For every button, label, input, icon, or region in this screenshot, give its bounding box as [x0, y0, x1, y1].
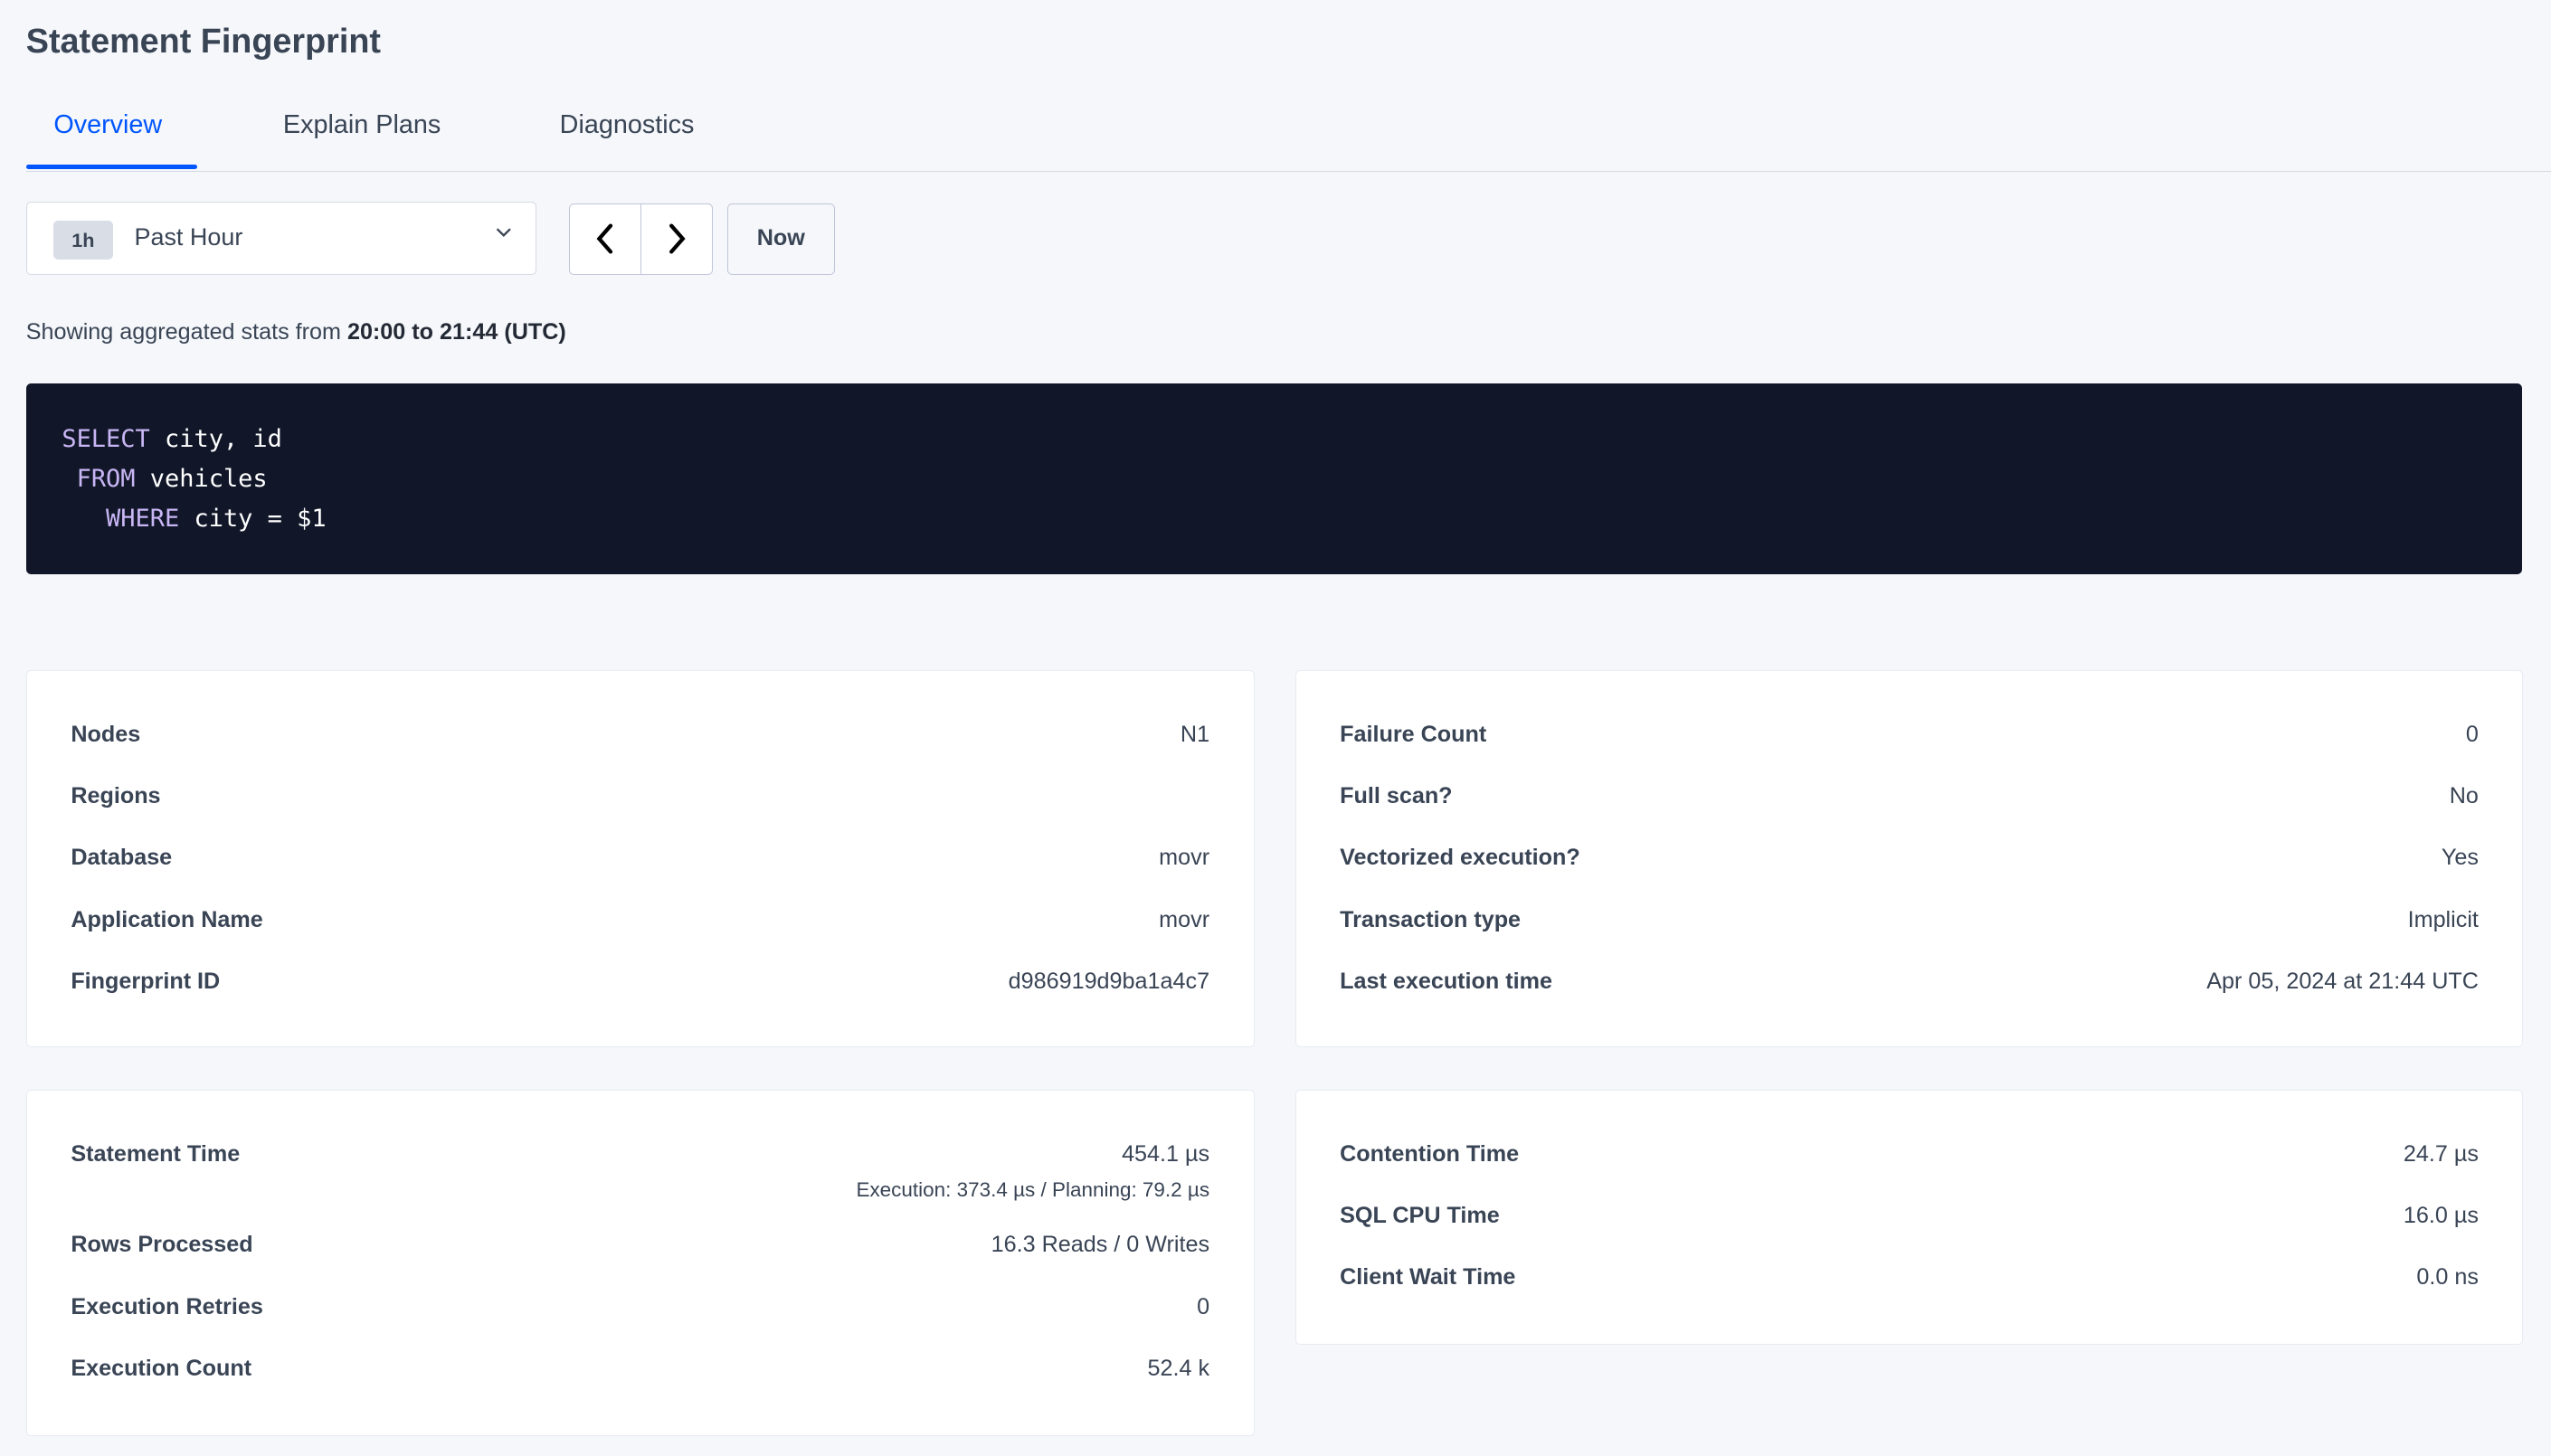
tab-explain-plans[interactable]: Explain Plans [282, 110, 441, 140]
row-label: Client Wait Time [1340, 1264, 1516, 1291]
time-range-badge: 1h [52, 220, 114, 260]
sql-text: city, id [149, 425, 282, 453]
sql-text: vehicles [135, 465, 268, 494]
summary-card-left: Nodes N1 Regions Database movr Application… [25, 669, 1255, 1048]
row-label: Vectorized execution? [1340, 845, 1580, 871]
row-label: SQL CPU Time [1340, 1203, 1500, 1229]
row-value: No [2449, 783, 2479, 809]
sql-keyword: WHERE [106, 505, 180, 534]
time-nav-group [569, 203, 713, 275]
row-value: movr [1159, 845, 1210, 871]
row-value: 16.3 Reads / 0 Writes [991, 1232, 1210, 1258]
row-label: Last execution time [1340, 969, 1552, 995]
previous-time-button[interactable] [570, 204, 640, 274]
row-label: Transaction type [1340, 906, 1522, 932]
row-value: 16.0 µs [2403, 1203, 2479, 1229]
tab-overview[interactable]: Overview [53, 110, 163, 140]
now-button[interactable]: Now [726, 203, 835, 275]
sql-keyword: SELECT [62, 425, 150, 453]
application-name-link[interactable]: movr [1159, 906, 1210, 932]
range-value: 20:00 to 21:44 (UTC) [346, 318, 566, 345]
active-tab-indicator [25, 164, 197, 170]
sql-text: city = $1 [179, 505, 327, 534]
sql-keyword: FROM [76, 465, 136, 494]
row-label: Contention Time [1340, 1140, 1520, 1167]
row-label: Regions [71, 783, 161, 809]
row-label: Statement Time [71, 1140, 241, 1167]
chevron-left-icon [596, 223, 612, 254]
row-label: Failure Count [1340, 721, 1487, 747]
row-label: Execution Retries [71, 1293, 263, 1319]
row-label: Fingerprint ID [71, 969, 221, 995]
row-value: Apr 05, 2024 at 21:44 UTC [2206, 969, 2479, 995]
statement-time-breakdown: Execution: 373.4 µs / Planning: 79.2 µs [856, 1178, 1210, 1202]
row-value: 0 [2465, 721, 2479, 747]
row-value: 0.0 ns [2416, 1264, 2479, 1291]
row-value: 24.7 µs [2403, 1140, 2479, 1167]
row-value: 454.1 µs [1122, 1140, 1210, 1167]
row-value: Yes [2441, 845, 2479, 871]
chevron-down-icon [494, 222, 514, 248]
row-label: Execution Count [71, 1356, 252, 1382]
aggregation-range-text: Showing aggregated stats from 20:00 to 2… [26, 319, 566, 345]
sql-statement-block: SELECT city, id FROM vehicles WHERE city… [25, 383, 2522, 574]
time-range-label: Past Hour [134, 223, 243, 251]
stats-card-right: Contention Time 24.7 µs SQL CPU Time 16.0 … [1294, 1089, 2524, 1346]
tab-bar: Overview Explain Plans Diagnostics [25, 98, 2551, 172]
row-label: Nodes [71, 721, 141, 747]
summary-card-right: Failure Count 0 Full scan? No Vectorized e… [1294, 669, 2524, 1048]
chevron-right-icon [669, 223, 686, 254]
row-label: Rows Processed [71, 1232, 253, 1258]
time-range-select[interactable]: 1h Past Hour [25, 202, 537, 275]
row-value: 52.4 k [1147, 1356, 1210, 1382]
row-value: 0 [1197, 1293, 1210, 1319]
page-title: Statement Fingerprint [25, 23, 381, 61]
tab-diagnostics[interactable]: Diagnostics [559, 110, 695, 140]
row-value: Implicit [2407, 906, 2479, 932]
row-label: Full scan? [1340, 783, 1453, 809]
nodes-link[interactable]: N1 [1180, 721, 1210, 747]
next-time-button[interactable] [640, 203, 712, 274]
range-prefix: Showing aggregated stats from [25, 318, 347, 345]
row-value: d986919d9ba1a4c7 [1008, 969, 1210, 995]
row-label: Database [71, 845, 173, 871]
stats-card-left: Statement Time 454.1 µs Execution: 373.4 µ… [25, 1089, 1255, 1437]
row-label: Application Name [71, 906, 263, 932]
